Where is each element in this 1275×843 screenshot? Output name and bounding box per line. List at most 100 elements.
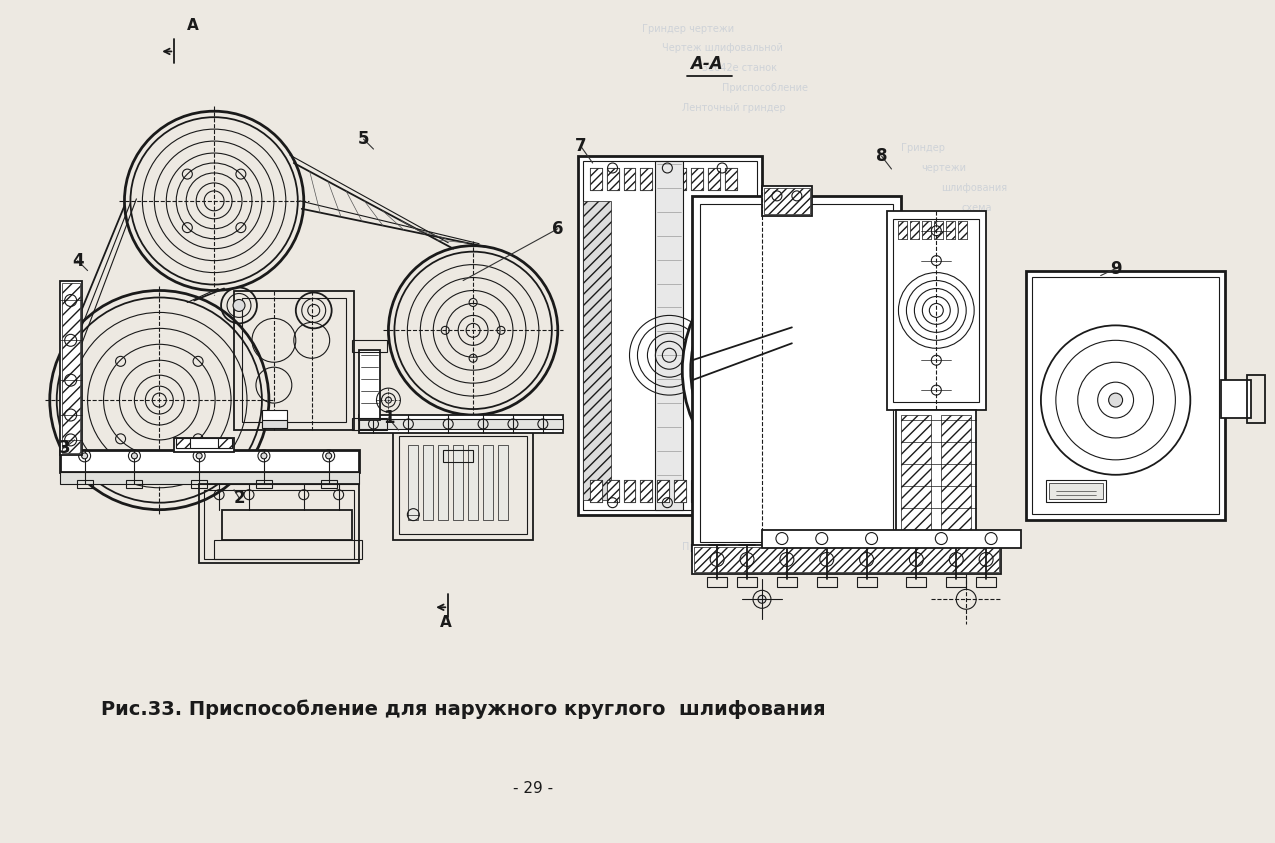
Bar bbox=[199, 484, 358, 563]
Bar bbox=[655, 161, 683, 510]
Bar bbox=[235, 291, 353, 430]
Bar bbox=[60, 450, 358, 472]
Bar bbox=[589, 480, 602, 502]
Bar bbox=[708, 480, 720, 502]
Bar bbox=[899, 221, 908, 239]
Bar bbox=[692, 196, 901, 550]
Bar bbox=[439, 445, 449, 519]
Bar bbox=[399, 436, 527, 534]
Text: 3: 3 bbox=[59, 439, 70, 457]
Bar bbox=[321, 480, 337, 488]
Text: 6: 6 bbox=[552, 220, 564, 238]
Bar bbox=[817, 577, 836, 588]
Bar bbox=[589, 480, 602, 502]
Bar bbox=[691, 168, 704, 190]
Text: Чертеж шлифовальной: Чертеж шлифовальной bbox=[742, 502, 863, 512]
Circle shape bbox=[682, 241, 941, 500]
Bar bbox=[623, 168, 635, 190]
Bar bbox=[222, 510, 352, 540]
Bar bbox=[922, 221, 931, 239]
Bar bbox=[242, 298, 346, 422]
Text: Чертеж шлифовальной: Чертеж шлифовальной bbox=[663, 44, 783, 53]
Text: A: A bbox=[187, 18, 199, 33]
Bar bbox=[358, 351, 380, 420]
Circle shape bbox=[233, 299, 245, 311]
Bar bbox=[899, 221, 908, 239]
Bar bbox=[444, 450, 473, 462]
Bar bbox=[453, 445, 463, 519]
Bar bbox=[623, 480, 635, 502]
Text: станка: станка bbox=[901, 223, 937, 233]
Bar bbox=[725, 168, 737, 190]
Bar bbox=[946, 221, 955, 239]
Bar bbox=[691, 480, 704, 502]
Text: Гриндер чертежи: Гриндер чертежи bbox=[722, 481, 815, 491]
Text: 5: 5 bbox=[358, 130, 370, 148]
Circle shape bbox=[131, 453, 138, 459]
Bar bbox=[959, 221, 968, 239]
Circle shape bbox=[759, 595, 766, 604]
Bar bbox=[935, 221, 943, 239]
Bar bbox=[640, 168, 653, 190]
Bar bbox=[695, 546, 1000, 572]
Bar bbox=[901, 415, 931, 534]
Bar bbox=[1031, 277, 1219, 513]
Bar bbox=[674, 168, 686, 190]
Bar bbox=[607, 168, 618, 190]
Circle shape bbox=[385, 397, 391, 403]
Bar bbox=[922, 221, 931, 239]
Text: шлифования: шлифования bbox=[941, 183, 1007, 193]
Text: Ленточный гриндер: Ленточный гриндер bbox=[682, 103, 787, 113]
Bar bbox=[959, 221, 968, 239]
Bar bbox=[607, 480, 618, 502]
Circle shape bbox=[325, 453, 332, 459]
Bar bbox=[658, 168, 669, 190]
Bar bbox=[658, 480, 669, 502]
Bar bbox=[886, 211, 986, 410]
Text: A-A: A-A bbox=[690, 56, 723, 73]
Bar bbox=[762, 529, 1021, 547]
Bar bbox=[60, 281, 82, 455]
Text: 1: 1 bbox=[382, 409, 394, 427]
Bar bbox=[61, 282, 79, 453]
Bar bbox=[607, 168, 618, 190]
Text: 3е642е станок: 3е642е станок bbox=[703, 63, 778, 73]
Bar bbox=[640, 480, 653, 502]
Bar bbox=[910, 221, 919, 239]
Circle shape bbox=[82, 453, 88, 459]
Text: чертежи: чертежи bbox=[922, 163, 966, 173]
Bar bbox=[76, 480, 93, 488]
Bar bbox=[894, 219, 979, 402]
Bar bbox=[708, 577, 727, 588]
Bar bbox=[708, 480, 720, 502]
Bar bbox=[729, 201, 757, 500]
Circle shape bbox=[196, 453, 203, 459]
Bar bbox=[1247, 375, 1265, 423]
Bar bbox=[946, 577, 966, 588]
Bar bbox=[218, 438, 232, 448]
Bar bbox=[907, 577, 927, 588]
Bar bbox=[857, 577, 876, 588]
Bar bbox=[764, 188, 810, 214]
Bar bbox=[708, 168, 720, 190]
Bar bbox=[691, 168, 704, 190]
Bar bbox=[261, 420, 287, 428]
Text: Приспособление: Приспособление bbox=[682, 541, 769, 551]
Bar bbox=[658, 480, 669, 502]
Bar bbox=[394, 430, 533, 540]
Bar bbox=[1046, 480, 1105, 502]
Bar bbox=[583, 201, 611, 500]
Circle shape bbox=[1109, 393, 1122, 407]
Bar bbox=[483, 445, 493, 519]
Bar bbox=[692, 545, 1001, 574]
Bar bbox=[358, 415, 562, 433]
Bar bbox=[910, 221, 919, 239]
Bar bbox=[1026, 271, 1225, 519]
Bar bbox=[640, 168, 653, 190]
Bar bbox=[725, 480, 737, 502]
Bar bbox=[352, 341, 388, 352]
Bar bbox=[691, 480, 704, 502]
Text: 7: 7 bbox=[575, 137, 586, 155]
Bar bbox=[191, 480, 207, 488]
Text: Рис.33. Приспособление для наружного круглого  шлифования: Рис.33. Приспособление для наружного кру… bbox=[101, 699, 825, 719]
